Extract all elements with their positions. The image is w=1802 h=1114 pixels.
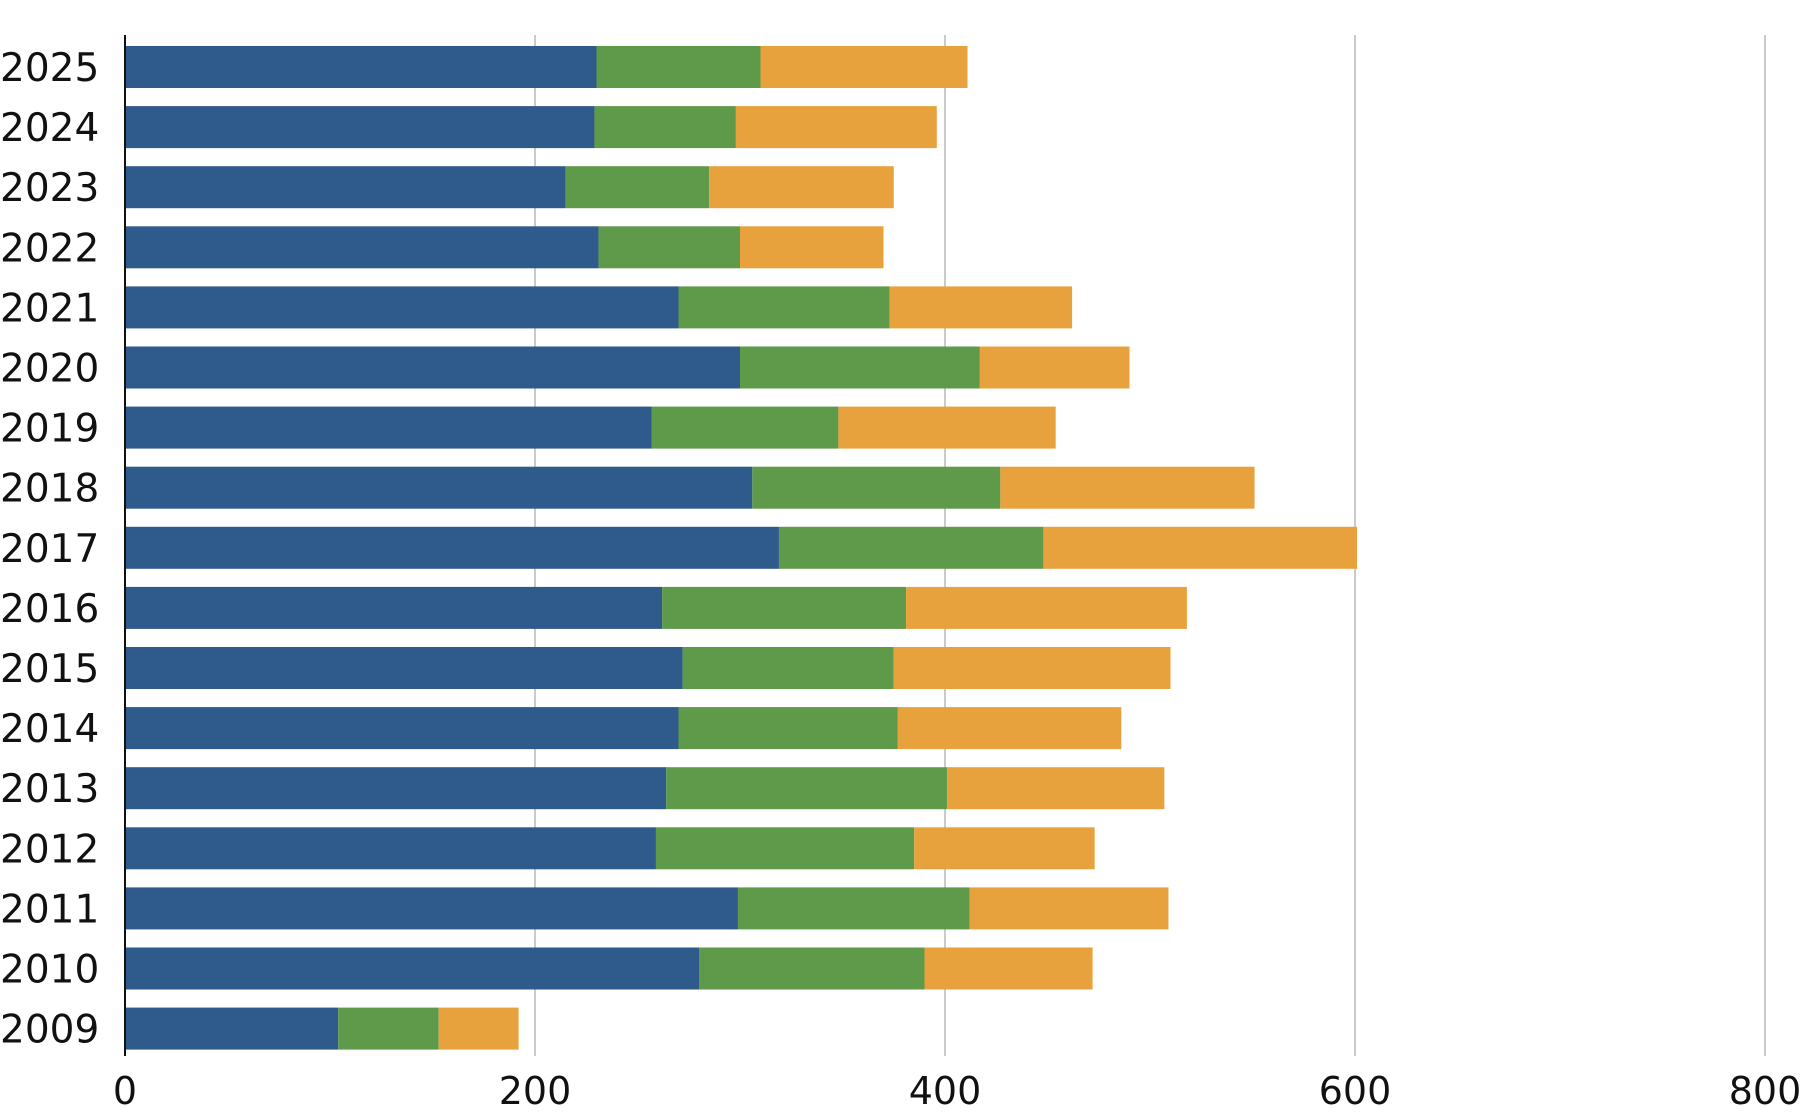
- bar-2011-series-1: [125, 887, 738, 930]
- category-label-2019: 2019: [0, 407, 99, 452]
- bars-layer: [125, 46, 1358, 1050]
- category-label-2025: 2025: [0, 46, 99, 91]
- bar-2024-series-2: [594, 106, 736, 149]
- category-label-2021: 2021: [0, 286, 99, 331]
- bar-2018-series-2: [752, 466, 1001, 509]
- category-label-2010: 2010: [0, 948, 99, 993]
- bar-2013-series-1: [125, 767, 667, 810]
- bar-2009-series-3: [438, 1007, 519, 1050]
- category-label-2020: 2020: [0, 347, 99, 392]
- bar-2025-series-1: [125, 46, 597, 88]
- bar-2011-series-3: [969, 887, 1169, 930]
- bar-2025-series-3: [760, 46, 968, 88]
- bar-2016-series-3: [906, 586, 1187, 629]
- bar-2023-series-3: [709, 166, 894, 209]
- bar-2015-series-2: [682, 647, 894, 689]
- bar-2023-series-1: [125, 166, 566, 209]
- bar-2017-series-2: [778, 526, 1044, 569]
- category-label-2024: 2024: [0, 106, 99, 151]
- bar-2010-series-1: [125, 947, 699, 990]
- category-label-2009: 2009: [0, 1008, 99, 1053]
- bar-2012-series-2: [655, 827, 915, 870]
- category-label-2017: 2017: [0, 527, 99, 572]
- x-tick-label-400: 400: [909, 1069, 982, 1110]
- bar-2014-series-3: [897, 707, 1122, 750]
- bar-2014-series-2: [678, 707, 898, 750]
- bar-2022-series-3: [740, 226, 884, 269]
- labels-layer: 2025 2024 2023 2022 2021 2020 2019 2018 2017 2016…: [0, 46, 1802, 1113]
- bar-2016-series-2: [662, 586, 907, 629]
- bar-2023-series-2: [565, 166, 710, 209]
- bar-2021-series-3: [889, 286, 1073, 329]
- category-label-2013: 2013: [0, 767, 99, 812]
- category-label-2015: 2015: [0, 647, 99, 692]
- bar-2016-series-1: [125, 586, 663, 629]
- bar-2012-series-1: [125, 827, 656, 870]
- bar-2021-series-1: [125, 286, 679, 329]
- category-label-2022: 2022: [0, 226, 99, 271]
- bar-2024-series-3: [735, 106, 937, 149]
- bar-2019-series-2: [651, 406, 839, 449]
- bar-2020-series-1: [125, 346, 740, 389]
- bar-2012-series-3: [914, 827, 1095, 870]
- bar-2015-series-1: [125, 647, 683, 689]
- bar-2022-series-1: [125, 226, 599, 269]
- bar-2010-series-3: [924, 947, 1093, 990]
- category-label-2016: 2016: [0, 587, 99, 632]
- x-tick-label-200: 200: [499, 1069, 572, 1110]
- bar-2009-series-1: [125, 1007, 339, 1050]
- bar-2020-series-2: [740, 346, 980, 389]
- bar-2015-series-3: [893, 647, 1171, 689]
- bar-2021-series-2: [678, 286, 890, 329]
- bar-2019-series-1: [125, 406, 652, 449]
- bar-2019-series-3: [838, 406, 1056, 449]
- category-label-2023: 2023: [0, 166, 99, 211]
- bar-2018-series-1: [125, 466, 753, 509]
- bar-2014-series-1: [125, 707, 679, 750]
- bar-2013-series-3: [947, 767, 1165, 810]
- category-label-2011: 2011: [0, 887, 99, 932]
- bar-2025-series-2: [596, 46, 761, 88]
- bar-2017-series-3: [1043, 526, 1358, 569]
- bar-2013-series-2: [666, 767, 948, 810]
- x-tick-label-600: 600: [1319, 1069, 1392, 1110]
- category-label-2018: 2018: [0, 467, 99, 512]
- category-label-2014: 2014: [0, 707, 99, 752]
- x-tick-label-0: 0: [113, 1069, 137, 1110]
- x-tick-label-800: 800: [1729, 1069, 1802, 1110]
- bar-2020-series-3: [979, 346, 1130, 389]
- bar-2024-series-1: [125, 106, 595, 149]
- bar-2022-series-2: [598, 226, 740, 269]
- bar-2009-series-2: [338, 1007, 439, 1050]
- category-label-2012: 2012: [0, 827, 99, 872]
- bar-2010-series-2: [699, 947, 925, 990]
- bar-2011-series-2: [737, 887, 970, 930]
- bar-2018-series-3: [1000, 466, 1255, 509]
- bar-2017-series-1: [125, 526, 779, 569]
